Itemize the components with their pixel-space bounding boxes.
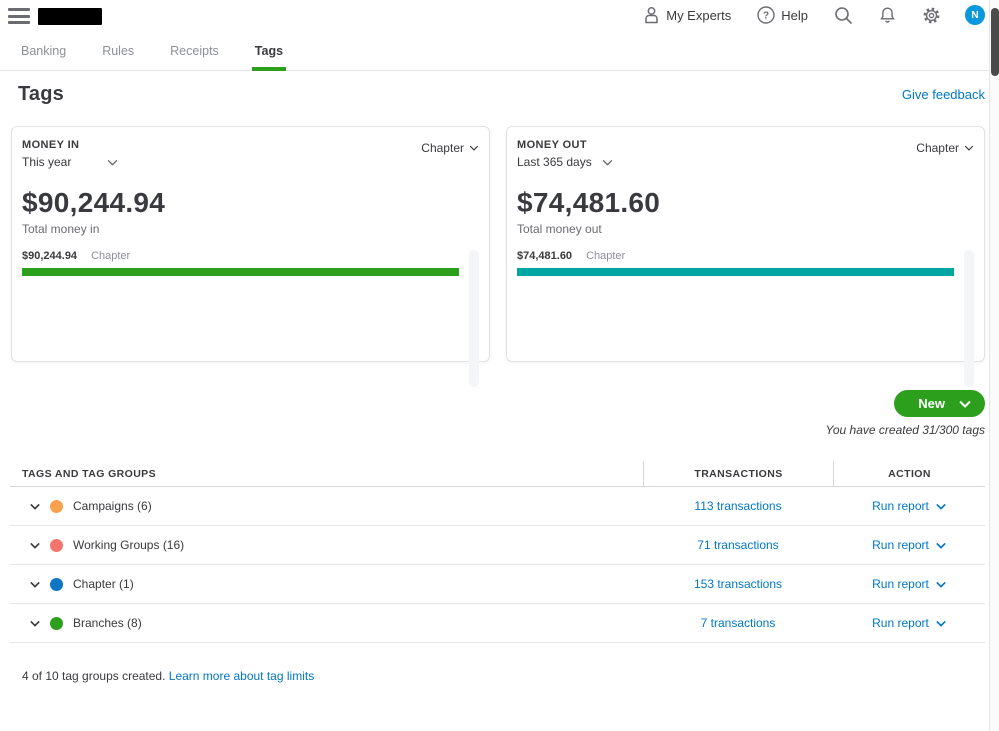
column-transactions: TRANSACTIONS	[643, 460, 833, 487]
transactions-link[interactable]: 71 transactions	[697, 538, 779, 552]
tag-limits-link[interactable]: Learn more about tag limits	[168, 669, 315, 683]
tags-created-note: You have created 31/300 tags	[825, 423, 985, 437]
tag-group-name: Chapter (1)	[73, 577, 134, 591]
my-experts-label: My Experts	[666, 7, 732, 23]
help-button[interactable]: ? Help	[757, 6, 808, 24]
hamburger-menu-icon[interactable]	[8, 8, 30, 24]
money-out-group-select[interactable]: Chapter	[916, 141, 974, 155]
tab-banking[interactable]: Banking	[21, 44, 67, 58]
tag-color-dot	[50, 538, 63, 552]
transactions-link[interactable]: 153 transactions	[693, 577, 783, 591]
tag-group-name: Working Groups (16)	[73, 538, 185, 552]
chart-scrollbar[interactable]	[469, 250, 479, 387]
bar-name-label: Chapter	[586, 250, 626, 262]
money-out-chart: $74,481.60 Chapter	[517, 250, 974, 388]
settings-button[interactable]	[922, 6, 941, 25]
bell-icon	[879, 6, 896, 24]
gear-icon	[922, 6, 941, 25]
run-report-link[interactable]: Run report	[872, 577, 929, 591]
money-in-chart: $90,244.94 Chapter	[22, 250, 479, 388]
period-value: This year	[22, 155, 72, 169]
chevron-down-icon	[107, 159, 118, 166]
table-row-working-groups: Working Groups (16) 71 transactions Run …	[10, 526, 985, 565]
money-out-amount: $74,481.60	[517, 187, 661, 218]
bar-value-label: $74,481.60	[517, 250, 573, 262]
chevron-down-icon	[602, 159, 613, 166]
chevron-down-icon	[959, 400, 971, 408]
tab-rules[interactable]: Rules	[102, 44, 135, 58]
run-report-link[interactable]: Run report	[872, 538, 929, 552]
tag-group-name: Branches (8)	[73, 616, 142, 630]
run-report-link[interactable]: Run report	[872, 499, 929, 513]
bar-name-label: Chapter	[91, 250, 131, 262]
tag-color-dot	[50, 499, 63, 513]
column-action: ACTION	[833, 460, 985, 487]
table-row-campaigns: Campaigns (6) 113 transactions Run repor…	[10, 487, 985, 526]
run-report-dropdown[interactable]: Run report	[872, 616, 946, 630]
new-tag-button[interactable]: New	[894, 390, 985, 417]
group-value: Chapter	[421, 141, 464, 155]
notifications-button[interactable]	[879, 6, 896, 24]
money-out-bar[interactable]	[517, 268, 954, 276]
table-header: TAGS AND TAG GROUPS TRANSACTIONS ACTION	[10, 460, 985, 487]
tab-bar: Banking Rules Receipts Tags	[0, 44, 999, 71]
money-out-subtitle: Total money out	[517, 222, 602, 236]
run-report-dropdown[interactable]: Run report	[872, 538, 946, 552]
tag-color-dot	[50, 577, 63, 591]
user-avatar[interactable]: N	[965, 5, 985, 25]
chart-scrollbar[interactable]	[964, 250, 974, 387]
run-report-link[interactable]: Run report	[872, 616, 929, 630]
money-out-card: MONEY OUT Last 365 days Chapter $74,481.…	[506, 126, 985, 387]
transactions-link[interactable]: 113 transactions	[694, 499, 782, 513]
money-in-group-select[interactable]: Chapter	[421, 141, 479, 155]
search-icon	[834, 6, 853, 25]
tag-group-name: Campaigns (6)	[73, 499, 152, 513]
money-in-title: MONEY IN	[22, 139, 80, 151]
expand-chevron-icon[interactable]	[30, 503, 40, 510]
money-in-bar[interactable]	[22, 268, 459, 276]
money-out-period-select[interactable]: Last 365 days	[517, 155, 613, 169]
my-experts-button[interactable]: My Experts	[643, 6, 731, 24]
svg-text:?: ?	[763, 11, 769, 22]
scrollbar-thumb[interactable]	[991, 8, 999, 76]
summary-cards: MONEY IN This year Chapter $90,244.94 To…	[0, 126, 999, 387]
bar-value-label: $90,244.94	[22, 250, 78, 262]
table-row-branches: Branches (8) 7 transactions Run report	[10, 604, 985, 643]
tab-tags[interactable]: Tags	[251, 44, 287, 71]
help-label: Help	[781, 7, 808, 23]
expand-chevron-icon[interactable]	[30, 620, 40, 627]
expand-chevron-icon[interactable]	[30, 581, 40, 588]
chevron-down-icon	[964, 145, 974, 151]
chevron-down-icon	[469, 145, 479, 151]
person-icon	[643, 6, 660, 24]
give-feedback-link[interactable]: Give feedback	[901, 87, 985, 102]
top-bar: My Experts ? Help	[0, 0, 999, 30]
group-value: Chapter	[916, 141, 959, 155]
money-in-amount: $90,244.94	[22, 187, 166, 218]
column-tags-and-tag-groups: TAGS AND TAG GROUPS	[22, 467, 156, 480]
new-button-label: New	[918, 396, 945, 411]
run-report-dropdown[interactable]: Run report	[872, 499, 946, 513]
money-in-subtitle: Total money in	[22, 222, 100, 236]
expand-chevron-icon[interactable]	[30, 542, 40, 549]
transactions-link[interactable]: 7 transactions	[700, 616, 776, 630]
tab-receipts[interactable]: Receipts	[170, 44, 219, 58]
tag-groups-created-text: 4 of 10 tag groups created.	[22, 669, 166, 683]
money-out-title: MONEY OUT	[517, 139, 588, 151]
period-value: Last 365 days	[517, 155, 592, 169]
app-logo-redacted	[38, 7, 102, 25]
search-button[interactable]	[834, 6, 853, 25]
money-in-card: MONEY IN This year Chapter $90,244.94 To…	[11, 126, 490, 387]
help-icon: ?	[757, 6, 775, 24]
money-in-period-select[interactable]: This year	[22, 155, 118, 169]
run-report-dropdown[interactable]: Run report	[872, 577, 946, 591]
page-scrollbar[interactable]	[989, 0, 999, 731]
tag-color-dot	[50, 616, 63, 630]
page-title: Tags	[18, 83, 64, 105]
table-row-chapter: Chapter (1) 153 transactions Run report	[10, 565, 985, 604]
tags-table: TAGS AND TAG GROUPS TRANSACTIONS ACTION …	[10, 460, 985, 643]
